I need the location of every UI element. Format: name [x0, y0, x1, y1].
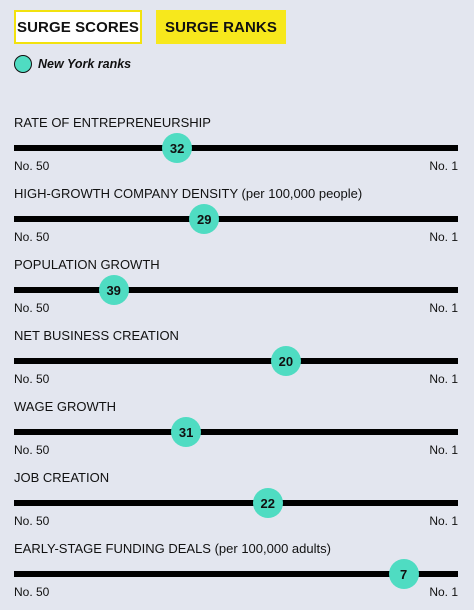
scale-low-label: No. 50: [14, 301, 50, 315]
rank-track: [14, 287, 458, 293]
rank-track: [14, 500, 458, 506]
tab-surge-ranks[interactable]: SURGE RANKS: [156, 10, 286, 44]
legend-marker-icon: [14, 55, 32, 73]
rank-marker[interactable]: 7: [388, 559, 419, 589]
legend-label: New York ranks: [38, 57, 132, 71]
scale-high-label: No. 1: [429, 514, 458, 528]
scale-low-label: No. 50: [14, 514, 50, 528]
metric-row: WAGE GROWTH No. 50 No. 1 31: [14, 399, 460, 459]
metric-label: EARLY-STAGE FUNDING DEALS (per 100,000 a…: [14, 541, 331, 556]
scale-high-label: No. 1: [429, 585, 458, 599]
legend: New York ranks: [14, 55, 131, 73]
scale-high-label: No. 1: [429, 159, 458, 173]
metric-row: JOB CREATION No. 50 No. 1 22: [14, 470, 460, 530]
rank-track: [14, 145, 458, 151]
metric-label: HIGH-GROWTH COMPANY DENSITY (per 100,000…: [14, 186, 363, 201]
metric-row: EARLY-STAGE FUNDING DEALS (per 100,000 a…: [14, 541, 460, 601]
rank-track: [14, 571, 458, 577]
scale-low-label: No. 50: [14, 443, 50, 457]
scale-high-label: No. 1: [429, 301, 458, 315]
metric-label: NET BUSINESS CREATION: [14, 328, 179, 343]
rank-marker[interactable]: 32: [162, 133, 193, 163]
metric-label: WAGE GROWTH: [14, 399, 117, 414]
tab-surge-scores[interactable]: SURGE SCORES: [14, 10, 142, 44]
rank-marker[interactable]: 20: [270, 346, 301, 376]
scale-high-label: No. 1: [429, 443, 458, 457]
scale-high-label: No. 1: [429, 230, 458, 244]
rank-marker[interactable]: 39: [98, 275, 129, 305]
scale-high-label: No. 1: [429, 372, 458, 386]
metric-label: JOB CREATION: [14, 470, 110, 485]
rank-track: [14, 429, 458, 435]
metric-row: RATE OF ENTREPRENEURSHIP No. 50 No. 1 32: [14, 115, 460, 175]
metric-label: RATE OF ENTREPRENEURSHIP: [14, 115, 211, 130]
scale-low-label: No. 50: [14, 159, 50, 173]
metric-row: HIGH-GROWTH COMPANY DENSITY (per 100,000…: [14, 186, 460, 246]
rank-track: [14, 216, 458, 222]
rank-track: [14, 358, 458, 364]
scale-low-label: No. 50: [14, 230, 50, 244]
tab-bar: SURGE SCORES SURGE RANKS: [14, 10, 286, 44]
rank-marker[interactable]: 31: [171, 417, 202, 447]
scale-low-label: No. 50: [14, 585, 50, 599]
metric-label: POPULATION GROWTH: [14, 257, 160, 272]
rank-marker[interactable]: 22: [252, 488, 283, 518]
metric-row: POPULATION GROWTH No. 50 No. 1 39: [14, 257, 460, 317]
metric-row: NET BUSINESS CREATION No. 50 No. 1 20: [14, 328, 460, 388]
rank-marker[interactable]: 29: [189, 204, 220, 234]
scale-low-label: No. 50: [14, 372, 50, 386]
